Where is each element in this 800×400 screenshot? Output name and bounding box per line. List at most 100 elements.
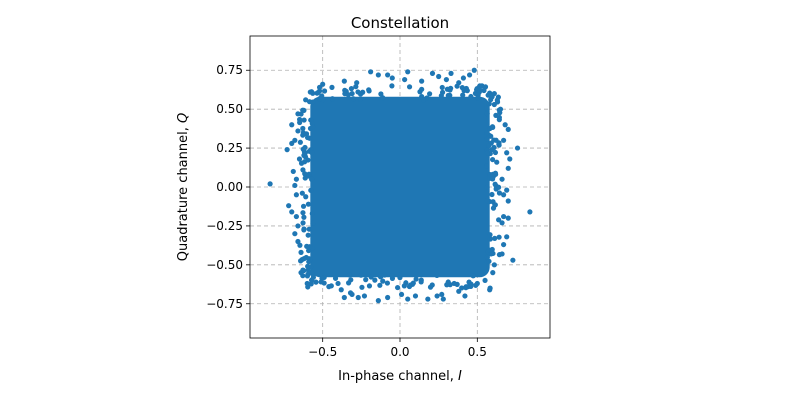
scatter-point (305, 201, 312, 207)
scatter-point (499, 176, 505, 182)
scatter-point (302, 175, 308, 181)
scatter-point (389, 75, 395, 81)
scatter-point (363, 277, 369, 283)
scatter-point (487, 287, 493, 293)
scatter-point (493, 137, 499, 143)
scatter-point (459, 285, 465, 291)
scatter-point (502, 122, 508, 128)
scatter-point (300, 125, 306, 132)
scatter-point (301, 226, 307, 232)
x-axis-label-text: In-phase channel, (338, 369, 458, 384)
scatter-point (496, 190, 503, 196)
scatter-point (301, 117, 307, 123)
scatter-point (301, 256, 307, 262)
scatter-point (505, 126, 511, 133)
scatter-point (454, 281, 460, 287)
scatter-point (419, 78, 425, 84)
scatter-point (301, 214, 307, 220)
scatter-point (439, 291, 445, 298)
scatter-point (366, 88, 372, 94)
scatter-point (295, 223, 301, 229)
scatter-point (304, 243, 310, 249)
scatter-point (470, 273, 476, 279)
scatter-point (385, 294, 391, 301)
scatter-point (501, 241, 507, 248)
scatter-point (292, 182, 298, 189)
scatter-point (443, 76, 449, 83)
scatter-point (346, 280, 352, 286)
scatter-point (389, 83, 395, 89)
scatter-point (284, 147, 290, 153)
scatter-point (357, 96, 363, 103)
x-tick-label: 0.5 (468, 345, 487, 359)
scatter-point (295, 238, 301, 245)
scatter-point (341, 78, 347, 84)
scatter-point (496, 184, 502, 190)
scatter-point (368, 69, 374, 75)
scatter-point (460, 75, 467, 81)
scatter-point (492, 149, 499, 156)
scatter-point (358, 272, 364, 278)
scatter-point (309, 149, 315, 156)
scatter-point (321, 88, 328, 94)
scatter-point (485, 92, 491, 98)
scatter-point (405, 296, 411, 302)
scatter-point (410, 280, 416, 286)
scatter-point (372, 277, 378, 283)
scatter-point (359, 284, 365, 290)
scatter-point (496, 217, 502, 223)
scatter-point (309, 210, 315, 217)
scatter-point (375, 298, 381, 304)
scatter-point (514, 145, 521, 151)
scatter-point (492, 235, 498, 241)
scatter-point (438, 93, 444, 99)
scatter-point (490, 176, 496, 182)
scatter-point (489, 146, 495, 153)
scatter-point (484, 197, 490, 204)
scatter-point (491, 101, 497, 108)
x-axis-label: In-phase channel, I (338, 369, 462, 384)
scatter-point (310, 124, 316, 130)
scatter-point (307, 89, 313, 95)
scatter-point (444, 86, 450, 92)
scatter-point (490, 270, 496, 276)
scatter-point (398, 291, 405, 298)
scatter-point (484, 150, 490, 156)
scatter-point (315, 89, 321, 96)
scatter-point (300, 107, 306, 113)
scatter-point (300, 210, 306, 216)
scatter-point (406, 283, 413, 290)
scatter-point (303, 131, 310, 137)
scatter-point (487, 236, 493, 242)
scatter-point (306, 226, 312, 232)
scatter-point (505, 198, 511, 204)
scatter-point (293, 192, 299, 198)
scatter-point (335, 280, 341, 287)
scatter-point (398, 271, 405, 277)
scatter-point (355, 294, 361, 301)
scatter-point (267, 181, 273, 187)
scatter-point (377, 282, 383, 288)
scatter-point (429, 70, 436, 76)
scatter-point (486, 258, 492, 264)
scatter-point (484, 130, 490, 136)
x-tick-label: 0.0 (390, 345, 409, 359)
scatter-point (499, 220, 505, 226)
scatter-point (300, 203, 307, 209)
scatter-point (484, 254, 490, 260)
y-tick-label: −0.75 (206, 297, 243, 311)
scatter-point (305, 157, 311, 163)
scatter-point (489, 156, 496, 163)
scatter-density-core (310, 96, 490, 278)
scatter-point (290, 168, 296, 175)
scatter-point (303, 194, 309, 200)
scatter-point (293, 213, 299, 220)
scatter-point (413, 276, 419, 282)
scatter-point (456, 80, 462, 86)
scatter-point (353, 84, 359, 90)
scatter-point (354, 80, 360, 86)
scatter-core-layer (296, 83, 503, 291)
scatter-point (306, 259, 312, 265)
scatter-point (298, 270, 304, 276)
